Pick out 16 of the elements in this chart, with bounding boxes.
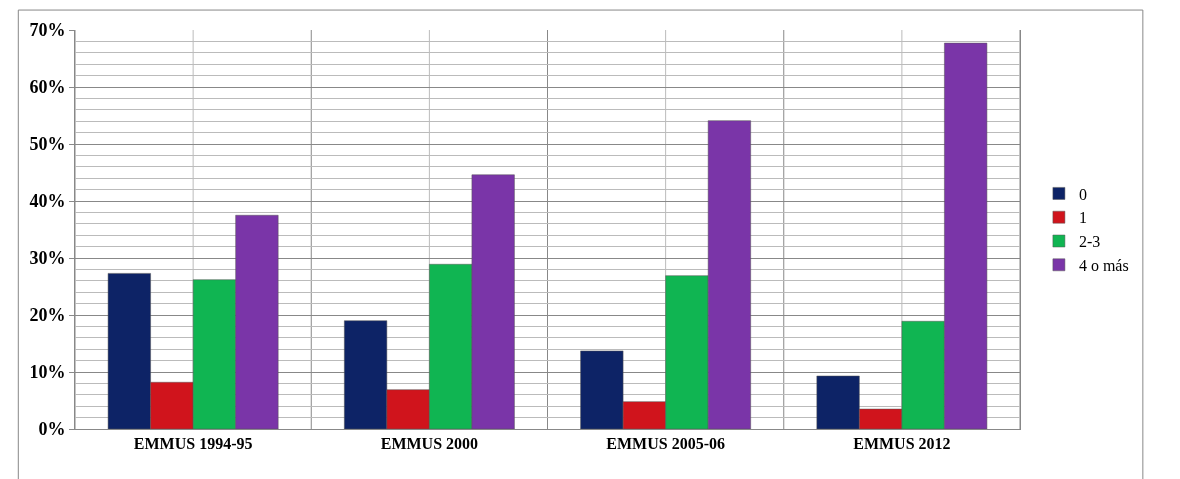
x-tick-label: EMMUS 2000: [380, 435, 479, 453]
legend-label: 1: [1078, 209, 1087, 227]
y-tick-label: 40%: [29, 191, 66, 212]
legend-label: 2-3: [1078, 233, 1101, 251]
legend-label: 0: [1078, 185, 1087, 203]
y-tick-label: 20%: [29, 305, 66, 326]
x-tick-label: EMMUS 2005-06: [606, 435, 725, 453]
y-tick-label: 60%: [29, 77, 66, 98]
x-tick-label: EMMUS 1994-95: [133, 435, 253, 453]
x-tick-label: EMMUS 2012: [853, 435, 951, 453]
legend-label: 4 o más: [1078, 257, 1129, 275]
y-tick-label: 50%: [29, 134, 66, 155]
y-tick-label: 0%: [38, 419, 66, 440]
y-tick-label: 30%: [29, 248, 66, 269]
y-tick-label: 70%: [29, 20, 66, 41]
y-tick-label: 10%: [29, 362, 66, 383]
